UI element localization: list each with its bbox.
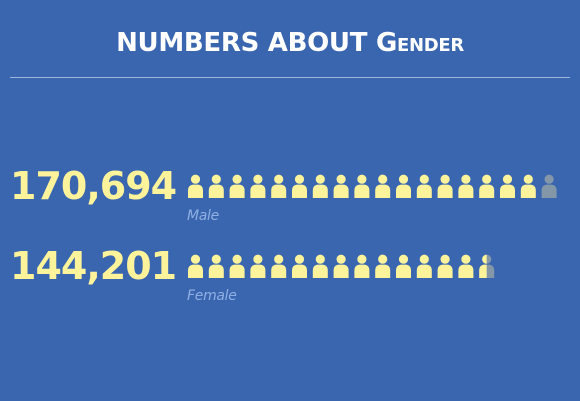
- person-icon: [354, 174, 370, 198]
- person-icon: [208, 174, 224, 198]
- person-icon: [271, 254, 287, 278]
- male-pictograph: [188, 174, 557, 198]
- person-icon: [437, 254, 453, 278]
- person-icon: [520, 174, 536, 198]
- title-divider: [10, 77, 570, 78]
- title-smallcaps: Gender: [375, 28, 464, 58]
- person-icon: [416, 174, 432, 198]
- person-icon: [375, 254, 391, 278]
- person-icon: [208, 254, 224, 278]
- person-icon: [437, 174, 453, 198]
- person-icon: [250, 254, 266, 278]
- page-title: NUMBERS ABOUT Gender: [0, 28, 580, 58]
- person-icon: [271, 174, 287, 198]
- male-label: Male: [187, 208, 219, 224]
- person-icon: [312, 174, 328, 198]
- person-icon: [416, 254, 432, 278]
- male-count: 170,694: [10, 164, 177, 208]
- person-icon: [479, 174, 495, 198]
- person-icon: [500, 174, 515, 198]
- stat-row-female: 144,201 Female: [0, 243, 580, 313]
- person-icon: [292, 174, 307, 198]
- person-icon: [541, 174, 557, 198]
- person-icon: [292, 254, 307, 278]
- person-icon: [396, 254, 411, 278]
- person-icon: [396, 174, 411, 198]
- stat-row-male: 170,694 Male: [0, 163, 580, 233]
- title-main: NUMBERS ABOUT: [116, 28, 376, 58]
- person-icon: [312, 254, 328, 278]
- female-count: 144,201: [10, 244, 177, 288]
- person-icon: [333, 174, 349, 198]
- person-icon: [229, 174, 245, 198]
- female-label: Female: [187, 288, 237, 304]
- person-icon: [479, 254, 495, 278]
- person-icon: [375, 174, 391, 198]
- person-icon: [458, 174, 474, 198]
- person-icon: [188, 174, 203, 198]
- person-icon: [229, 254, 245, 278]
- person-icon: [333, 254, 349, 278]
- person-icon: [458, 254, 474, 278]
- person-icon: [354, 254, 370, 278]
- person-icon: [250, 174, 266, 198]
- female-pictograph: [188, 254, 495, 278]
- person-icon: [188, 254, 203, 278]
